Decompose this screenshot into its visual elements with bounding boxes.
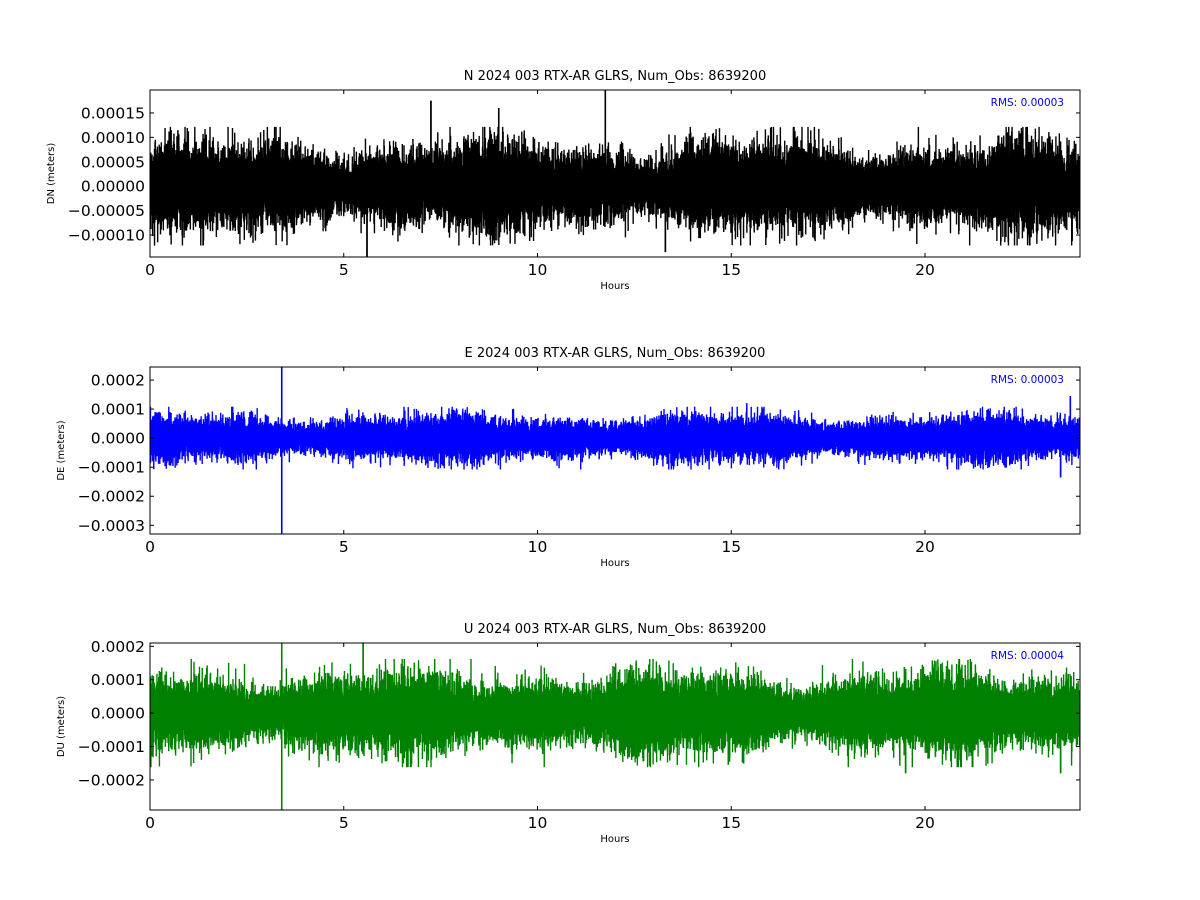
series-line-2 xyxy=(150,367,1080,534)
x-axis-label: Hours xyxy=(600,558,629,569)
series-line-3 xyxy=(150,643,1080,810)
y-axis-label: DU (meters) xyxy=(56,696,67,757)
panel-3: 0 5 10 15 20 −0.0002 −0.0001 0.0000 0.0001 0.0002… xyxy=(56,622,1081,845)
rms-annotation: RMS: 0.00003 xyxy=(991,374,1064,386)
y-axis-label: DE (meters) xyxy=(56,420,67,480)
y-tick-label: 0.00015 xyxy=(81,104,145,122)
y-tick-label: 0.0002 xyxy=(91,372,145,390)
x-tick-label: 10 xyxy=(528,538,548,556)
y-tick-label: 0.0002 xyxy=(91,638,145,656)
x-tick-label: 0 xyxy=(145,538,155,556)
y-axis-label: DN (meters) xyxy=(46,143,57,205)
x-tick-label: 0 xyxy=(145,261,155,279)
chart-title: E 2024 003 RTX-AR GLRS, Num_Obs: 8639200 xyxy=(465,346,766,361)
y-tick-label: −0.0001 xyxy=(78,738,145,756)
x-tick-label: 15 xyxy=(721,538,741,556)
y-tick-label: 0.0001 xyxy=(91,401,145,419)
x-tick-label: 5 xyxy=(339,538,349,556)
x-axis-label: Hours xyxy=(600,834,629,845)
x-tick-label: 15 xyxy=(721,261,741,279)
y-tick-label: 0.0000 xyxy=(91,705,145,723)
y-tick-label: −0.0003 xyxy=(78,517,145,535)
plot-frame-3 xyxy=(149,642,1081,811)
chart-title: N 2024 003 RTX-AR GLRS, Num_Obs: 8639200 xyxy=(464,69,766,84)
y-tick-label: 0.00000 xyxy=(81,178,145,196)
y-tick-label: 0.00005 xyxy=(81,153,145,171)
x-tick-label: 5 xyxy=(339,814,349,832)
y-tick-label: −0.0002 xyxy=(78,771,145,789)
plot-frame-2 xyxy=(149,366,1081,535)
y-tick-label: −0.0001 xyxy=(78,459,145,477)
x-tick-label: 15 xyxy=(721,814,741,832)
x-axis-label: Hours xyxy=(600,281,629,292)
y-tick-label: 0.0000 xyxy=(91,430,145,448)
x-tick-label: 5 xyxy=(339,261,349,279)
x-tick-label: 20 xyxy=(915,814,935,832)
x-tick-label: 20 xyxy=(915,261,935,279)
y-tick-label: 0.00010 xyxy=(81,129,145,147)
y-tick-label: 0.0001 xyxy=(91,671,145,689)
y-tick-label: −0.00005 xyxy=(68,202,145,220)
x-tick-label: 10 xyxy=(528,814,548,832)
x-tick-label: 0 xyxy=(145,814,155,832)
y-tick-label: −0.00010 xyxy=(68,227,145,245)
chart-title: U 2024 003 RTX-AR GLRS, Num_Obs: 8639200 xyxy=(464,622,766,637)
panel-1: 0 5 10 15 20 −0.00010 −0.00005 0.00000 0.00005 0.… xyxy=(46,69,1081,292)
rms-annotation: RMS: 0.00003 xyxy=(991,97,1064,109)
x-tick-label: 20 xyxy=(915,538,935,556)
x-tick-label: 10 xyxy=(528,261,548,279)
series-line-1 xyxy=(150,90,1080,257)
plot-frame-1 xyxy=(149,89,1081,258)
y-tick-label: −0.0002 xyxy=(78,488,145,506)
panel-2: 0 5 10 15 20 −0.0003 −0.0002 −0.0001 0.0000 0.000… xyxy=(56,346,1081,569)
rms-annotation: RMS: 0.00004 xyxy=(991,650,1065,662)
